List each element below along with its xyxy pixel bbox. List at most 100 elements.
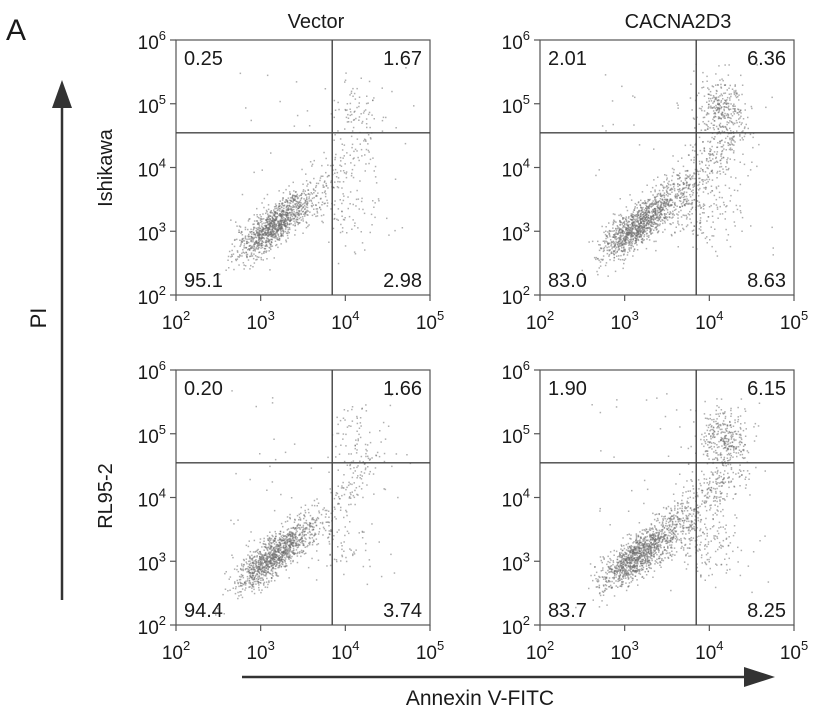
data-point	[272, 572, 274, 574]
data-point	[265, 244, 268, 246]
data-point	[637, 221, 639, 224]
data-point	[359, 436, 362, 439]
data-point	[668, 193, 670, 195]
data-point	[351, 483, 353, 486]
data-point	[696, 94, 698, 97]
data-point	[282, 223, 285, 226]
data-point	[309, 537, 311, 540]
data-point	[649, 227, 651, 229]
data-point	[254, 255, 257, 257]
data-point	[273, 235, 276, 237]
data-point	[605, 237, 607, 240]
data-point	[293, 206, 295, 208]
data-point	[352, 554, 354, 557]
data-point	[641, 213, 644, 216]
data-point	[719, 159, 721, 162]
data-point	[277, 229, 279, 231]
data-point	[719, 205, 721, 208]
data-point	[225, 571, 227, 573]
data-point	[257, 560, 260, 562]
data-point	[698, 92, 700, 94]
data-point	[323, 507, 325, 509]
data-point	[370, 213, 373, 216]
data-point	[342, 193, 344, 195]
data-point	[665, 200, 668, 202]
data-point	[728, 187, 731, 189]
data-point	[347, 121, 350, 123]
data-point	[676, 193, 679, 195]
data-point	[294, 537, 297, 539]
data-point	[230, 253, 233, 256]
data-point	[661, 184, 664, 187]
data-point	[654, 222, 656, 224]
data-point	[306, 200, 308, 203]
data-point	[303, 202, 305, 205]
data-point	[260, 238, 262, 241]
data-point	[727, 142, 730, 145]
data-point	[658, 215, 661, 217]
data-point	[288, 556, 290, 559]
data-point	[342, 487, 344, 489]
data-point	[665, 194, 668, 196]
data-point	[639, 231, 642, 233]
data-point	[280, 228, 283, 230]
data-point	[257, 247, 259, 249]
data-point	[349, 548, 351, 550]
data-point	[316, 208, 319, 210]
data-point	[636, 220, 639, 223]
data-point	[685, 174, 687, 176]
data-point	[707, 180, 709, 183]
data-point	[235, 259, 238, 262]
data-point	[270, 241, 273, 244]
data-point	[308, 543, 311, 546]
data-point	[260, 245, 263, 247]
data-point	[636, 244, 638, 246]
plot-frame	[175, 39, 431, 296]
data-point	[705, 129, 707, 131]
data-point	[281, 551, 283, 554]
data-point	[304, 212, 306, 214]
data-point	[278, 558, 280, 560]
data-point	[617, 258, 620, 260]
data-point	[251, 584, 254, 586]
data-point	[367, 102, 369, 104]
data-point	[355, 452, 358, 454]
data-point	[341, 494, 343, 497]
data-point	[311, 518, 313, 521]
data-point	[338, 496, 340, 498]
data-point	[256, 570, 259, 572]
data-point	[265, 573, 268, 576]
data-point	[337, 546, 339, 548]
data-point	[640, 212, 642, 215]
data-point	[317, 192, 319, 194]
data-point	[303, 522, 306, 524]
data-point	[276, 230, 279, 233]
data-point	[630, 232, 633, 235]
data-point	[615, 236, 617, 238]
data-point	[366, 583, 369, 586]
data-point	[332, 169, 334, 171]
data-point	[339, 231, 342, 234]
data-point	[358, 427, 361, 429]
data-point	[285, 548, 287, 550]
data-point	[324, 516, 327, 518]
data-point	[283, 224, 286, 226]
data-point	[707, 192, 709, 195]
data-point	[256, 556, 258, 558]
data-point	[699, 205, 701, 207]
data-point	[270, 542, 273, 545]
data-point	[258, 217, 260, 219]
data-point	[642, 239, 644, 242]
data-point	[253, 236, 255, 239]
data-point	[266, 211, 268, 213]
data-point	[350, 493, 352, 496]
data-point	[283, 553, 285, 555]
quadrant-label-upper-right: 6.36	[747, 48, 786, 70]
data-point	[650, 205, 652, 207]
data-point	[644, 215, 646, 217]
data-point	[635, 235, 637, 238]
data-point	[735, 96, 738, 99]
data-point	[282, 210, 284, 212]
data-point	[730, 93, 732, 95]
data-point	[232, 556, 234, 559]
